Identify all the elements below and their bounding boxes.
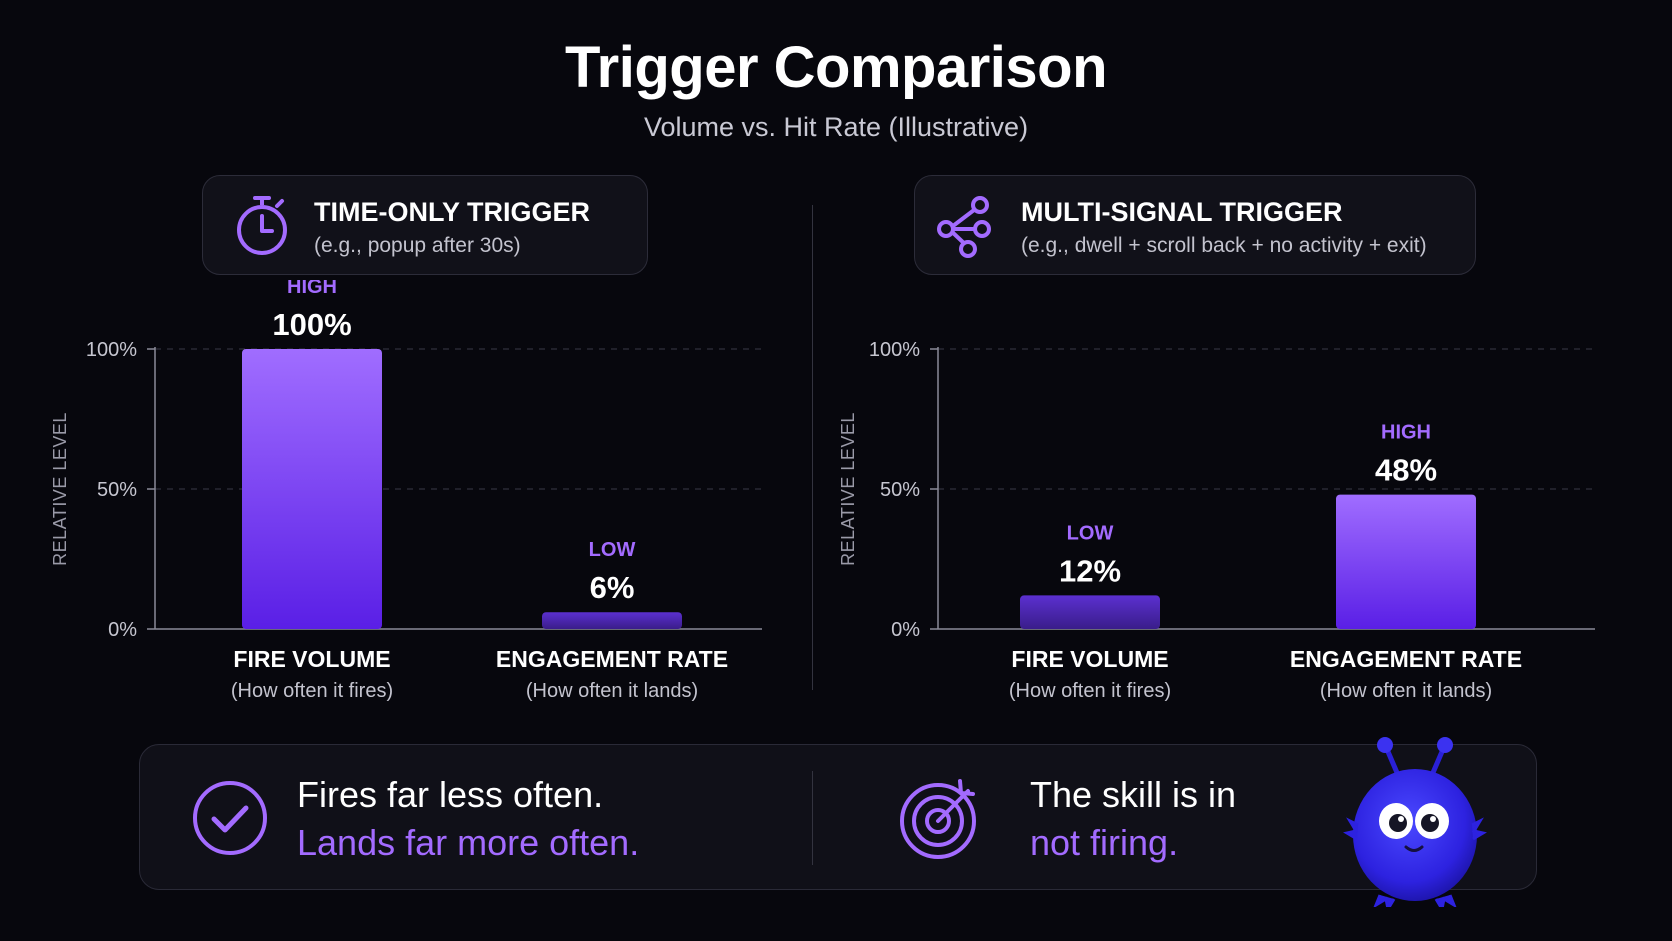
x-category-label: ENGAGEMENT RATE <box>1290 646 1522 672</box>
summary-divider <box>812 771 813 865</box>
bar-value-label: 12% <box>1059 553 1121 588</box>
bar-engagement-rate <box>1336 494 1476 629</box>
bar-level-tag: HIGH <box>287 280 337 298</box>
summary-right-message: The skill is in not firing. <box>1030 771 1236 867</box>
y-tick-label: 100% <box>86 339 137 361</box>
y-axis-label: RELATIVE LEVEL <box>838 412 858 566</box>
time-only-chart: RELATIVE LEVEL 0% 50% 100% 100% HIGH FIRE VOLU… <box>50 280 762 702</box>
x-category-sublabel: (How often it lands) <box>526 680 698 702</box>
x-category-label: FIRE VOLUME <box>233 646 390 672</box>
target-arrow-icon <box>898 775 984 866</box>
x-category-sublabel: (How often it lands) <box>1320 680 1492 702</box>
summary-right-line2: not firing. <box>1030 822 1179 863</box>
y-axis-label: RELATIVE LEVEL <box>50 412 70 566</box>
multi-signal-trigger-card: MULTI-SIGNAL TRIGGER (e.g., dwell + scro… <box>914 175 1476 275</box>
mascot-illustration <box>1340 735 1490 914</box>
bar-value-label: 48% <box>1375 453 1437 488</box>
bar-value-label: 6% <box>590 570 635 605</box>
y-tick-label: 50% <box>97 479 137 501</box>
bar-level-tag: HIGH <box>1381 422 1431 444</box>
bar-fire-volume <box>242 349 382 629</box>
summary-left-message: Fires far less often. Lands far more oft… <box>297 771 639 867</box>
check-circle-icon <box>192 780 268 861</box>
time-only-trigger-card: TIME-ONLY TRIGGER (e.g., popup after 30s… <box>202 175 648 275</box>
stopwatch-icon <box>233 192 293 263</box>
x-category-sublabel: (How often it fires) <box>1009 680 1171 702</box>
y-tick-label: 50% <box>880 479 920 501</box>
x-category-label: FIRE VOLUME <box>1011 646 1168 672</box>
bar-level-tag: LOW <box>589 539 636 561</box>
card-title: MULTI-SIGNAL TRIGGER <box>1021 197 1343 227</box>
card-title: TIME-ONLY TRIGGER <box>314 197 591 227</box>
summary-left-line1: Fires far less often. <box>297 774 604 815</box>
page-subtitle: Volume vs. Hit Rate (Illustrative) <box>643 112 1029 142</box>
y-tick-label: 0% <box>108 619 137 641</box>
bar-value-label: 100% <box>272 307 351 342</box>
summary-panel: Fires far less often. Lands far more oft… <box>139 737 1537 914</box>
x-category-sublabel: (How often it fires) <box>231 680 393 702</box>
y-tick-label: 100% <box>869 339 920 361</box>
card-subtitle: (e.g., dwell + scroll back + no activity… <box>1021 234 1427 257</box>
x-category-label: ENGAGEMENT RATE <box>496 646 728 672</box>
y-tick-label: 0% <box>891 619 920 641</box>
share-network-icon <box>935 194 997 265</box>
summary-right-line1: The skill is in <box>1030 774 1237 815</box>
bar-fire-volume <box>1020 595 1160 629</box>
multi-signal-chart: RELATIVE LEVEL 0% 50% 100% 12% LOW FIRE VOLUME… <box>838 339 1595 702</box>
panel-divider <box>812 205 813 690</box>
bar-level-tag: LOW <box>1067 522 1114 544</box>
bar-engagement-rate <box>542 612 682 629</box>
page-title: Trigger Comparison <box>564 35 1108 100</box>
summary-left-line2: Lands far more often. <box>297 822 640 863</box>
card-subtitle: (e.g., popup after 30s) <box>314 234 521 257</box>
